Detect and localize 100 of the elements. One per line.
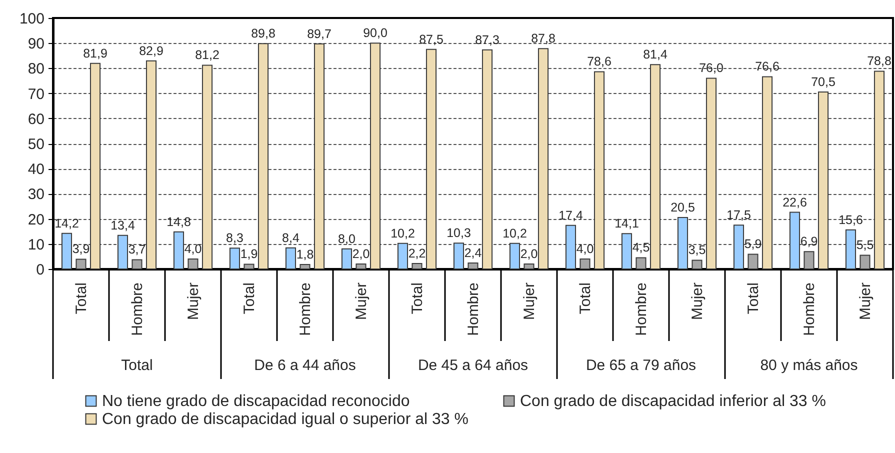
bar xyxy=(244,264,254,270)
data-label: 76,0 xyxy=(699,61,724,76)
bar xyxy=(202,64,213,270)
data-label: 20,5 xyxy=(670,200,695,215)
data-label: 82,9 xyxy=(139,44,164,58)
data-label: 1,9 xyxy=(240,247,258,262)
legend-label: Con grado de discapacidad inferior al 33 % xyxy=(520,393,826,410)
x-tick-label: Total xyxy=(409,282,426,314)
x-tick-label: Total xyxy=(577,282,594,314)
bar xyxy=(426,48,437,270)
data-label: 3,7 xyxy=(128,242,146,257)
data-label: 2,0 xyxy=(352,246,370,261)
bar xyxy=(874,70,885,270)
x-tick-label: Mujer xyxy=(689,282,706,320)
data-label: 81,9 xyxy=(83,46,108,60)
y-tick-label: 10 xyxy=(28,236,44,254)
data-label: 8,4 xyxy=(282,230,300,245)
data-label: 6,9 xyxy=(800,234,818,249)
bar xyxy=(370,42,381,270)
data-label: 4,0 xyxy=(576,242,594,256)
data-label: 3,9 xyxy=(72,242,90,256)
x-tick-label: Mujer xyxy=(353,282,370,320)
legend-label: No tiene grado de discapacidad reconocido xyxy=(102,393,410,410)
y-tick-label: 30 xyxy=(28,186,44,204)
bar xyxy=(762,76,773,270)
bar xyxy=(146,60,157,270)
data-label: 14,1 xyxy=(614,216,639,231)
bar xyxy=(482,49,493,270)
x-tick-label: Hombre xyxy=(801,282,818,336)
bar xyxy=(636,257,646,270)
data-label: 87,3 xyxy=(475,32,500,47)
y-tick-label: 60 xyxy=(28,110,44,128)
bar xyxy=(789,212,800,270)
bar xyxy=(132,259,142,270)
bar xyxy=(229,248,240,270)
bar xyxy=(733,224,744,270)
data-label: 13,4 xyxy=(110,218,135,232)
data-label: 10,3 xyxy=(446,226,471,240)
bar xyxy=(356,263,366,270)
bar xyxy=(76,258,86,270)
bar xyxy=(188,258,198,270)
text: Total xyxy=(121,357,153,374)
x-tick-label: Mujer xyxy=(857,282,874,320)
bar xyxy=(565,224,576,270)
y-tick-label: 100 xyxy=(19,10,44,28)
bar xyxy=(117,234,128,270)
bar xyxy=(621,233,632,270)
bar xyxy=(594,71,605,270)
x-tick-label: Total xyxy=(73,282,90,314)
data-label: 14,2 xyxy=(54,216,79,230)
y-tick-label: 50 xyxy=(28,136,44,153)
x-tick-label: Hombre xyxy=(465,282,482,336)
data-label: 8,0 xyxy=(338,232,356,246)
x-tick-label: Mujer xyxy=(185,282,202,320)
legend-label: Con grado de discapacidad igual o superior al 33 % xyxy=(102,411,468,428)
y-tick-label: 70 xyxy=(28,86,44,103)
bar xyxy=(397,242,408,270)
bar xyxy=(468,262,478,270)
data-label: 78,8 xyxy=(867,54,892,68)
data-label: 81,4 xyxy=(643,48,668,62)
bar xyxy=(845,229,856,270)
bar xyxy=(412,262,422,270)
bar xyxy=(524,263,534,270)
bar xyxy=(61,232,72,270)
data-label: 70,5 xyxy=(811,75,836,90)
data-label: 89,8 xyxy=(251,26,276,41)
bar xyxy=(90,62,101,270)
data-label: 8,3 xyxy=(226,231,244,246)
y-tick-label: 90 xyxy=(28,36,44,53)
x-tick-label: Hombre xyxy=(633,282,650,336)
bar xyxy=(818,92,829,270)
data-label: 81,2 xyxy=(195,48,220,62)
bar xyxy=(677,217,688,270)
data-label: 3,5 xyxy=(688,243,706,258)
x-tick-label: Hombre xyxy=(297,282,314,336)
text: De 6 a 44 años xyxy=(254,357,356,374)
bar xyxy=(258,43,269,270)
bar xyxy=(285,247,296,270)
x-tick-label: Total xyxy=(241,282,258,314)
bar xyxy=(314,43,325,270)
data-label: 10,2 xyxy=(502,226,527,240)
bar xyxy=(580,258,590,270)
bar xyxy=(748,254,758,270)
data-label: 4,0 xyxy=(184,242,202,256)
data-label: 22,6 xyxy=(782,195,807,210)
y-tick-label: 80 xyxy=(28,60,44,78)
data-label: 17,5 xyxy=(726,208,751,222)
bar xyxy=(509,242,520,270)
data-label: 4,5 xyxy=(632,240,650,255)
data-label: 17,4 xyxy=(558,208,583,222)
text: De 65 a 79 años xyxy=(586,357,696,374)
bar xyxy=(341,248,352,270)
bar xyxy=(300,264,310,270)
bar xyxy=(804,251,814,270)
bar xyxy=(173,231,184,270)
data-label: 87,5 xyxy=(419,32,444,46)
x-tick-label: Mujer xyxy=(521,282,538,320)
bar xyxy=(706,78,717,270)
bar xyxy=(453,242,464,270)
data-label: 76,6 xyxy=(755,60,780,74)
